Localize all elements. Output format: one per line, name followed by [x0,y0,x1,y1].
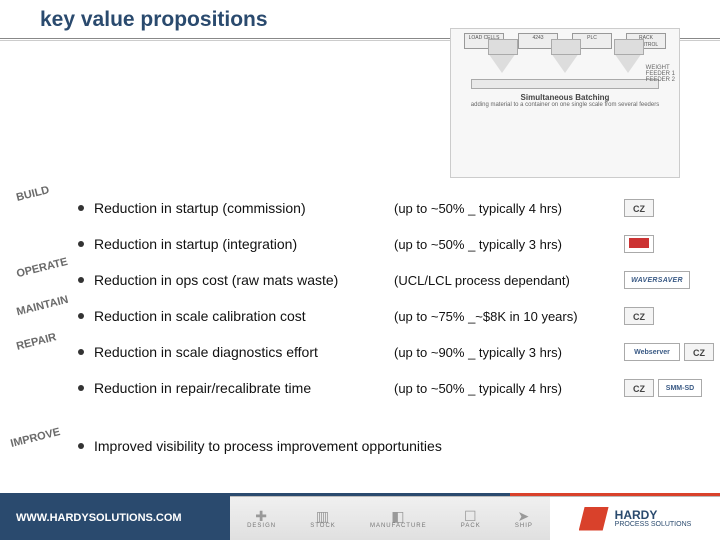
value-prop-row: Reduction in repair/recalibrate time(up … [0,370,720,406]
value-prop-row: Reduction in scale calibration cost(up t… [0,298,720,334]
batching-diagram: LOAD CELLS 4243 PLC RACK CONTROL WEIGHT … [450,28,680,178]
row-description: Reduction in startup (integration) [94,236,394,252]
pack-icon: ☐ [464,509,478,523]
hardy-logo-mark [579,507,609,531]
hopper-icon [614,53,642,73]
row-metric: (up to ~75% _~$8K in 10 years) [394,309,624,324]
design-icon: ✚ [255,509,268,523]
footer: WWW.HARDYSOLUTIONS.COM ✚DESIGN ▥STOCK ◧MAN… [0,496,720,540]
stock-icon: ▥ [316,509,330,523]
row-metric: (UCL/LCL process dependant) [394,273,624,288]
row-badges: WAVERSAVER [624,271,690,289]
value-prop-row: Improved visibility to process improveme… [0,428,720,464]
bullet-icon [78,349,84,355]
badge-cz: CZ [684,343,714,361]
row-description: Reduction in startup (commission) [94,200,394,216]
bullet-icon [78,385,84,391]
badge-smm: SMM-SD [658,379,702,397]
badge-ws: WAVERSAVER [624,271,690,289]
footer-url: WWW.HARDYSOLUTIONS.COM [0,496,230,540]
row-description: Reduction in repair/recalibrate time [94,380,394,396]
footer-step-label: SHIP [515,523,533,529]
badge-cz: CZ [624,307,654,325]
row-badges [624,235,654,253]
footer-step-icon: ◧MANUFACTURE [370,509,427,529]
footer-step-icon: ▥STOCK [310,509,336,529]
footer-icons: ✚DESIGN ▥STOCK ◧MANUFACTURE ☐PACK ➤SHIP [230,496,550,540]
brand-subtitle: PROCESS SOLUTIONS [615,521,692,528]
row-description: Improved visibility to process improveme… [94,438,624,454]
value-prop-row: Reduction in startup (commission)(up to … [0,190,720,226]
brand-name: HARDY [615,510,692,521]
badge-cz: CZ [624,379,654,397]
footer-step-label: MANUFACTURE [370,523,427,529]
value-prop-list: Reduction in startup (commission)(up to … [0,190,720,464]
row-metric: (up to ~50% _ typically 3 hrs) [394,237,624,252]
bullet-icon [78,205,84,211]
diagram-subtitle: adding material to a container on one si… [451,102,679,109]
row-description: Reduction in scale calibration cost [94,308,394,324]
row-metric: (up to ~50% _ typically 4 hrs) [394,381,624,396]
bullet-icon [78,241,84,247]
bullet-icon [78,443,84,449]
footer-step-label: DESIGN [247,523,276,529]
hopper-icon [551,53,579,73]
footer-step-label: STOCK [310,523,336,529]
row-badges: WebserverCZ [624,343,714,361]
row-badges: CZ [624,199,654,217]
hopper-icon [488,53,516,73]
footer-step-icon: ➤SHIP [515,509,533,529]
bullet-icon [78,313,84,319]
row-description: Reduction in ops cost (raw mats waste) [94,272,394,288]
value-prop-row: Reduction in scale diagnostics effort(up… [0,334,720,370]
bullet-icon [78,277,84,283]
badge-web: Webserver [624,343,680,361]
value-prop-row: Reduction in startup (integration)(up to… [0,226,720,262]
badge-cz: CZ [624,199,654,217]
footer-step-icon: ✚DESIGN [247,509,276,529]
badge-red [624,235,654,253]
footer-step-icon: ☐PACK [461,509,481,529]
row-metric: (up to ~90% _ typically 3 hrs) [394,345,624,360]
diagram-side-label: WEIGHT FEEDER 1 FEEDER 2 [646,65,675,83]
row-metric: (up to ~50% _ typically 4 hrs) [394,201,624,216]
row-badges: CZ [624,307,654,325]
ship-icon: ➤ [518,509,531,523]
footer-step-label: PACK [461,523,481,529]
footer-logo: HARDY PROCESS SOLUTIONS [550,496,720,540]
row-description: Reduction in scale diagnostics effort [94,344,394,360]
manufacture-icon: ◧ [391,509,405,523]
value-prop-row: Reduction in ops cost (raw mats waste)(U… [0,262,720,298]
row-badges: CZSMM-SD [624,379,702,397]
diagram-title: Simultaneous Batching [451,93,679,102]
scale-bar [471,79,659,89]
